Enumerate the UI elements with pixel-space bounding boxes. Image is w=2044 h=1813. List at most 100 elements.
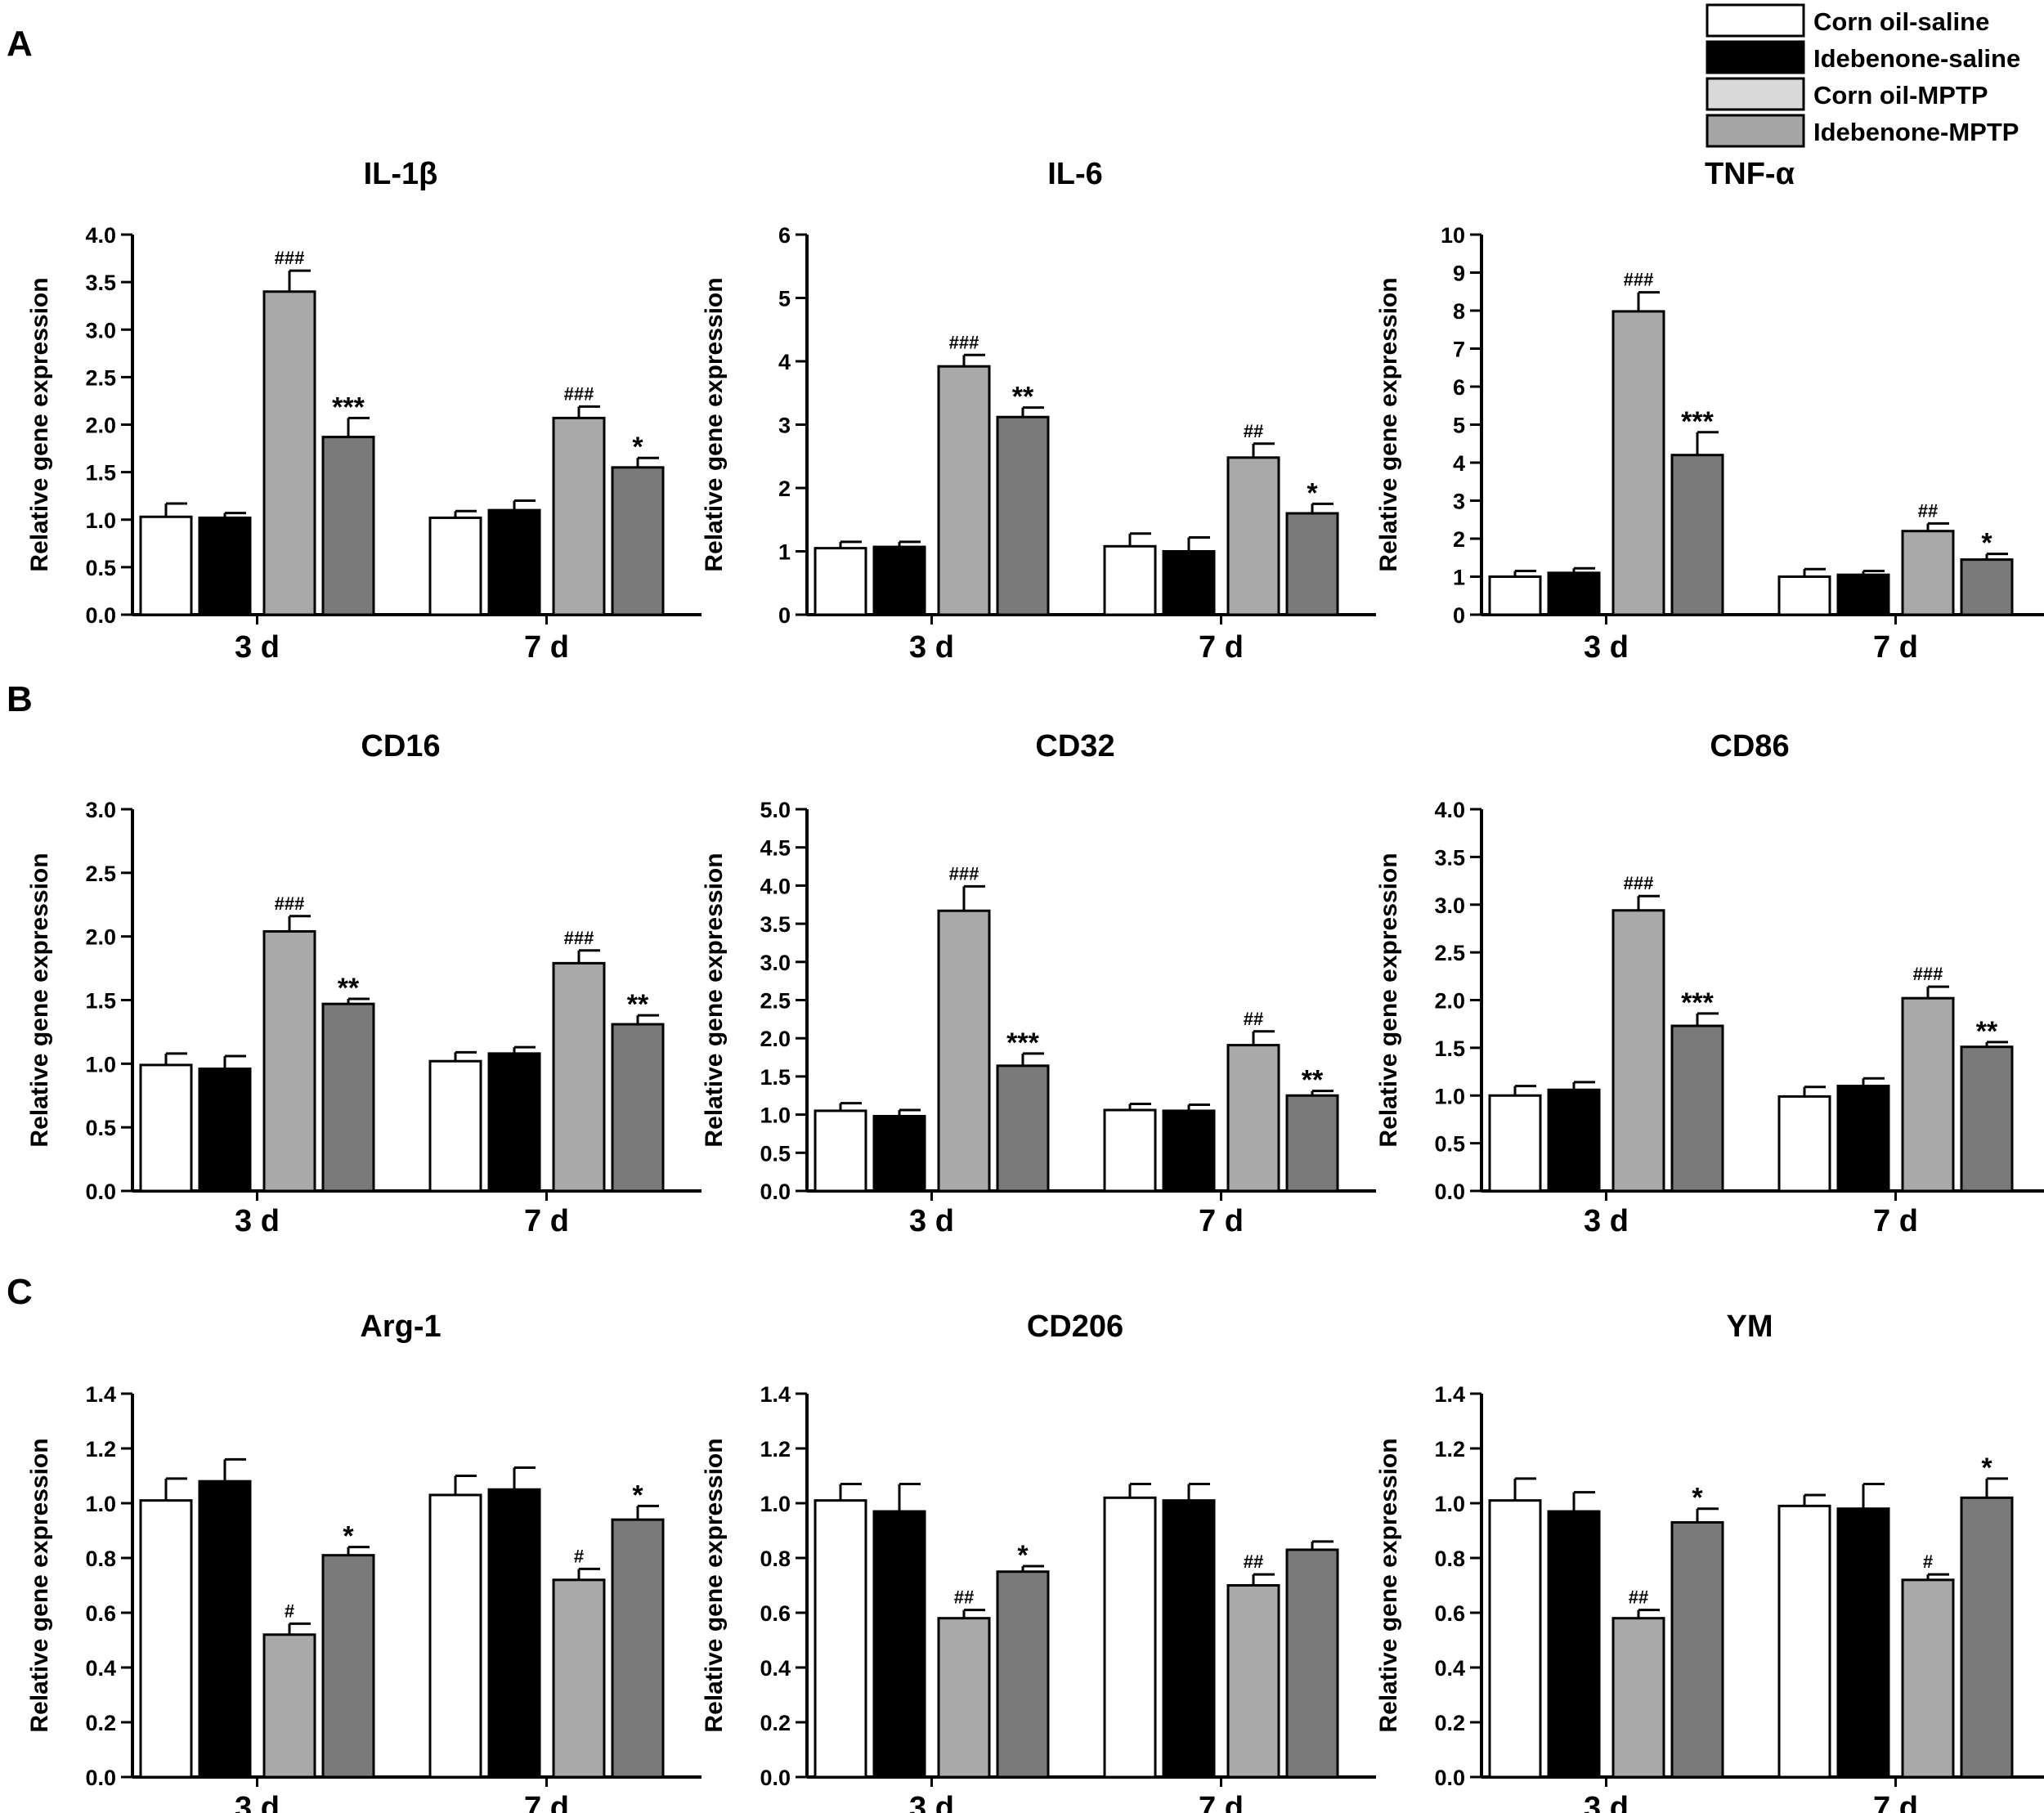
bar [1777, 575, 1831, 616]
y-tick-label: 2.5 [85, 365, 116, 390]
y-tick-label: 0.6 [760, 1601, 791, 1626]
bar [872, 545, 926, 616]
bar [996, 415, 1050, 616]
y-tick-label: 0.5 [1434, 1132, 1465, 1157]
bar [1488, 1094, 1542, 1193]
y-tick-label: 1.2 [1434, 1437, 1465, 1462]
bar [198, 1068, 252, 1193]
x-tick-label: 7 d [1199, 630, 1244, 665]
significance-label: ### [1624, 270, 1654, 290]
y-tick-label: 5.0 [760, 798, 791, 822]
y-axis-label: Relative gene expression [701, 1438, 728, 1732]
bar [1226, 1044, 1280, 1193]
chart-9: YM Relative gene expression 0.0 0.2 0.4 0.6 0.… [1375, 1309, 2044, 1813]
y-tick-label: 2.5 [85, 862, 116, 886]
chart-4: CD16 Relative gene expression 0.0 0.5 1.0 1.5… [26, 729, 702, 1238]
y-tick-label: 1.5 [85, 461, 116, 486]
chart-title: CD16 [361, 729, 440, 763]
chart-title: TNF-α [1705, 157, 1795, 191]
bar [1670, 454, 1724, 616]
y-axis-label: Relative gene expression [26, 277, 53, 571]
y-tick-label: 0.0 [760, 1180, 791, 1204]
y-tick-label: 0.2 [85, 1711, 116, 1735]
significance-label: ### [564, 928, 594, 948]
significance-label: * [1692, 1483, 1703, 1514]
bar [552, 1578, 606, 1779]
significance-label: ### [949, 332, 979, 352]
significance-label: # [1923, 1551, 1933, 1572]
chart-3: TNF-α Relative gene expression 0 1 2 3 4 5 6 7 8 9 1… [1375, 157, 2044, 665]
y-tick-label: 0.0 [1434, 1180, 1465, 1204]
bar [262, 1633, 316, 1779]
significance-label: ### [564, 383, 594, 404]
y-tick-label: 3.0 [760, 951, 791, 975]
significance-label: ## [954, 1587, 974, 1608]
bar [1488, 575, 1542, 616]
y-tick-label: 0.8 [760, 1547, 791, 1571]
y-tick-label: 3.5 [760, 912, 791, 937]
y-tick-label: 5 [1453, 414, 1465, 438]
chart-1: IL-1β Relative gene expression 0.0 0.5 1.0 1.… [26, 157, 702, 665]
significance-label: * [632, 1479, 643, 1511]
significance-label: *** [1681, 406, 1714, 437]
panel-letters: A B C [7, 24, 33, 1312]
legend-swatch-2 [1706, 40, 1805, 74]
chart-5: CD32 Relative gene expression 0.0 0.5 1.0 1.5… [701, 729, 1376, 1238]
x-tick-label: 7 d [524, 630, 569, 665]
bar [872, 1510, 926, 1779]
y-tick-label: 0.6 [85, 1601, 116, 1626]
bar [1103, 1108, 1157, 1193]
y-tick-label: 4.5 [760, 836, 791, 861]
x-tick-label: 3 d [1584, 1791, 1629, 1813]
bar [1547, 1510, 1601, 1779]
x-tick-label: 7 d [1873, 1204, 1918, 1238]
significance-label: ### [949, 863, 979, 884]
charts: IL-1β Relative gene expression 0.0 0.5 1.0 1.… [26, 157, 2044, 1813]
y-tick-label: 1.0 [85, 1052, 116, 1077]
y-tick-label: 3.0 [85, 798, 116, 822]
bar [814, 1499, 867, 1779]
bar [552, 961, 606, 1193]
y-axis-label: Relative gene expression [1375, 853, 1402, 1147]
y-tick-label: 2.5 [760, 989, 791, 1014]
bar [996, 1064, 1050, 1193]
bar [1285, 1548, 1339, 1779]
bar [1777, 1095, 1831, 1193]
significance-label: ## [1244, 421, 1263, 441]
bar [814, 1109, 867, 1193]
bar [611, 466, 665, 616]
y-tick-label: 1.0 [85, 508, 116, 533]
bar [1670, 1024, 1724, 1193]
x-tick-label: 7 d [1199, 1204, 1244, 1238]
significance-label: * [343, 1521, 354, 1552]
bar [1670, 1520, 1724, 1779]
y-axis-label: Relative gene expression [701, 277, 728, 571]
bar [611, 1023, 665, 1193]
bar [937, 1617, 991, 1779]
bar [1547, 571, 1601, 616]
bar [1611, 310, 1665, 616]
chart-title: CD32 [1035, 729, 1114, 763]
y-tick-label: 2.0 [1434, 989, 1465, 1014]
y-tick-label: 1.4 [1434, 1382, 1465, 1407]
chart-8: CD206 Relative gene expression 0.0 0.2 0.4 0.… [701, 1309, 1376, 1813]
significance-label: ## [1244, 1551, 1263, 1572]
chart-6: CD86 Relative gene expression 0.0 0.5 1.0 1.5… [1375, 729, 2044, 1238]
bar [1960, 1496, 2014, 1779]
significance-label: ## [1918, 500, 1938, 521]
y-tick-label: 1.2 [760, 1437, 791, 1462]
x-tick-label: 3 d [909, 630, 954, 665]
significance-label: # [574, 1546, 584, 1566]
chart-2: IL-6 Relative gene expression 0 1 2 3 4 5 6 3 d 7 … [701, 157, 1376, 665]
bar [139, 1499, 193, 1779]
bar [198, 1479, 252, 1779]
y-tick-label: 1.0 [85, 1492, 116, 1516]
chart-title: IL-6 [1047, 157, 1103, 191]
y-tick-label: 1.2 [85, 1437, 116, 1462]
x-tick-label: 3 d [909, 1791, 954, 1813]
significance-label: ** [1976, 1016, 1998, 1047]
bar [262, 929, 316, 1193]
y-tick-label: 2 [1453, 527, 1465, 552]
bar [321, 1002, 375, 1193]
bar [428, 1059, 482, 1193]
